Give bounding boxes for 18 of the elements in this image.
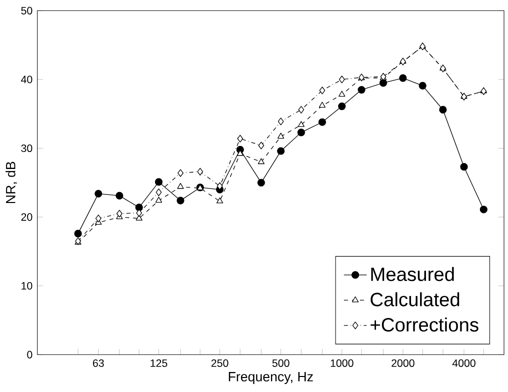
y-tick-label: 20 — [21, 213, 32, 221]
y-tick-label: 30 — [21, 144, 32, 152]
x-tick-label: 63 — [93, 359, 104, 367]
legend-label: Calculated — [370, 292, 460, 306]
legend-label: Measured — [371, 267, 454, 282]
x-tick-label: 2000 — [392, 359, 414, 367]
y-tick-label: 10 — [22, 282, 32, 290]
y-tick-label: 0 — [27, 350, 32, 358]
x-axis-title: Frequency, Hz — [228, 372, 313, 384]
x-tick-label: 125 — [150, 359, 168, 367]
x-tick-label: 1000 — [330, 359, 354, 367]
y-axis-title: NR, dB — [6, 162, 17, 204]
x-tick-label: 250 — [211, 359, 228, 367]
y-tick-label: 50 — [21, 6, 32, 14]
legend-label: +Corrections — [370, 317, 478, 332]
x-tick-label: 500 — [272, 359, 290, 367]
x-tick-label: 4000 — [452, 359, 476, 367]
y-tick-label: 40 — [21, 76, 32, 84]
